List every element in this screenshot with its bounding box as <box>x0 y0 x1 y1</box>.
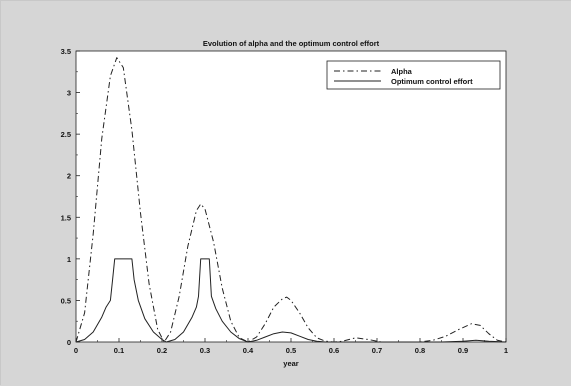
y-tick-label: 2 <box>67 172 71 181</box>
x-tick-label: 0.2 <box>157 346 167 355</box>
legend: Alpha Optimum control effort <box>326 60 501 90</box>
legend-box <box>326 60 501 90</box>
axes-layer: 0 0.1 0.2 0.3 0.4 0.5 0.6 0.7 0.8 0.9 1 0 0.5 1 1.5 2 2.… <box>61 47 509 355</box>
y-tick-label: 3 <box>67 89 71 98</box>
x-axis-label: year <box>283 359 299 368</box>
chart-title: Evolution of alpha and the optimum contr… <box>203 39 380 48</box>
legend-control-label: Optimum control effort <box>391 77 473 86</box>
y-tick-label: 0 <box>67 338 71 347</box>
y-tick-label: 1.5 <box>61 213 71 222</box>
y-tick-label: 1 <box>67 255 71 264</box>
y-tick-label: 0.5 <box>61 296 71 305</box>
legend-alpha-label: Alpha <box>391 67 413 76</box>
x-tick-label: 0.1 <box>114 346 124 355</box>
x-tick-label: 0.6 <box>329 346 339 355</box>
x-tick-label: 0.9 <box>458 346 468 355</box>
y-tick-label: 3.5 <box>61 47 71 56</box>
x-tick-label: 0.4 <box>243 346 254 355</box>
x-tick-label: 0.3 <box>200 346 210 355</box>
x-tick-label: 0.5 <box>286 346 296 355</box>
y-tick-label: 2.5 <box>61 130 71 139</box>
x-tick-label: 1 <box>504 346 508 355</box>
x-tick-label: 0.8 <box>415 346 425 355</box>
plot-area <box>76 51 506 342</box>
x-tick-label: 0 <box>74 346 78 355</box>
x-tick-label: 0.7 <box>372 346 382 355</box>
